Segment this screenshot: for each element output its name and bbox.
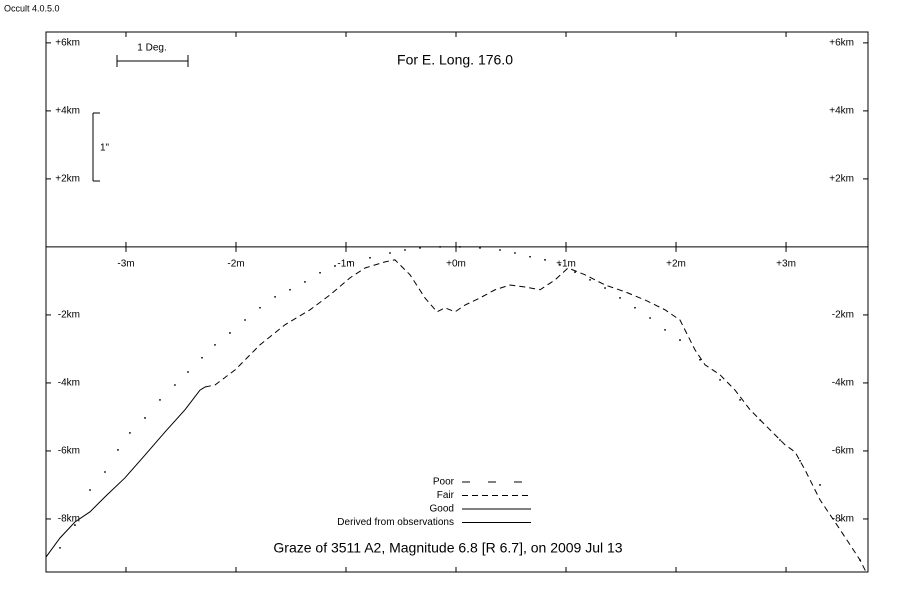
x-tick-label: +2m <box>666 259 686 270</box>
limb-dot <box>187 371 189 373</box>
y-tick-label: -2km <box>832 310 854 321</box>
y-tick-label: +6km <box>55 38 80 49</box>
y-tick-label: -2km <box>58 310 80 321</box>
limb-dot <box>104 471 106 473</box>
limb-dot <box>649 317 651 319</box>
limb-dot <box>229 332 231 334</box>
app-label: Occult 4.0.5.0 <box>4 3 60 13</box>
limb-dot <box>779 439 781 441</box>
limb-dot <box>304 281 306 283</box>
y-tick-label: +6km <box>829 38 854 49</box>
limb-dot <box>839 519 841 521</box>
limb-dot <box>274 295 276 298</box>
limb-dot <box>664 328 666 331</box>
limb-dot <box>799 459 801 462</box>
limb-dot <box>819 484 821 486</box>
limb-dot <box>89 489 91 491</box>
limb-dot <box>369 256 371 259</box>
limb-dot <box>259 306 261 309</box>
limb-dot <box>739 399 741 401</box>
limb-dot <box>679 339 681 341</box>
y-tick-label: -4km <box>58 378 80 389</box>
limb-dot <box>634 306 636 309</box>
limb-dot <box>74 524 76 526</box>
limb-dot <box>604 287 606 289</box>
profile-line <box>204 259 867 573</box>
chart-title: Graze of 3511 A2, Magnitude 6.8 [R 6.7],… <box>273 540 622 556</box>
y-tick-label: -6km <box>832 446 854 457</box>
legend-label: Good <box>430 504 454 515</box>
legend-label: Derived from observations <box>337 517 454 528</box>
x-tick-label: -3m <box>117 259 134 270</box>
plot-frame <box>45 31 869 573</box>
limb-dot <box>201 356 203 359</box>
limb-dot <box>404 249 406 251</box>
chart-subtitle: For E. Long. 176.0 <box>397 52 513 68</box>
limb-dot <box>559 264 561 266</box>
limb-dot <box>389 252 391 254</box>
y-tick-label: -8km <box>832 514 854 525</box>
y-tick-label: +4km <box>55 106 80 117</box>
limb-dot <box>499 249 501 251</box>
limb-dot <box>214 343 216 346</box>
limb-dot <box>514 252 516 254</box>
limb-dot <box>479 247 481 249</box>
limb-dot <box>244 319 246 321</box>
y-tick-label: +4km <box>829 106 854 117</box>
scale-label: 1" <box>100 143 110 154</box>
limb-dot <box>419 247 421 249</box>
limb-dot <box>319 271 321 274</box>
limb-dot <box>589 278 591 281</box>
x-tick-label: +1m <box>556 259 576 270</box>
limb-dot <box>174 384 176 386</box>
limb-dot <box>349 260 351 263</box>
limb-dot <box>144 417 146 419</box>
limb-dot <box>529 255 531 258</box>
limb-dot <box>59 546 61 549</box>
legend-label: Fair <box>437 490 455 501</box>
y-tick-label: +2km <box>55 174 80 185</box>
y-tick-label: +2km <box>829 174 854 185</box>
limb-dot <box>289 288 291 291</box>
limb-dot <box>544 258 546 261</box>
y-tick-label: -6km <box>58 446 80 457</box>
legend-label: Poor <box>433 477 455 488</box>
limb-dot <box>719 378 721 381</box>
arcsec-scale: 1" <box>92 112 110 182</box>
x-tick-label: -2m <box>227 259 244 270</box>
limb-dot <box>117 449 119 451</box>
limb-dot <box>619 297 621 299</box>
x-tick-label: +0m <box>446 259 466 270</box>
y-tick-label: -4km <box>832 378 854 389</box>
y-tick-label: -8km <box>58 514 80 525</box>
x-tick-label: -1m <box>337 259 354 270</box>
limb-dot <box>459 246 461 248</box>
degree-scale: 1 Deg. <box>116 43 189 67</box>
limb-dot <box>159 399 161 401</box>
profile-line <box>45 386 206 558</box>
limb-dot <box>129 432 131 434</box>
limb-dot <box>574 271 576 273</box>
scale-label: 1 Deg. <box>137 43 166 54</box>
limb-dot <box>439 246 441 248</box>
limb-dot <box>699 358 701 361</box>
x-tick-label: +3m <box>776 259 796 270</box>
limb-dot <box>334 265 336 267</box>
